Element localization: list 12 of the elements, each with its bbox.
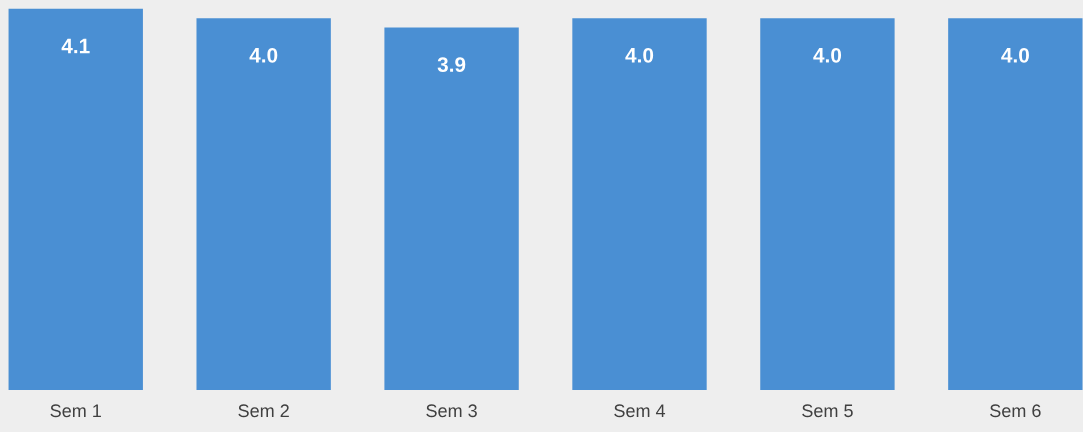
x-tick-label: Sem 3 bbox=[426, 404, 477, 418]
x-tick-label: Sem 4 bbox=[614, 404, 666, 418]
data-label: 4.0 bbox=[625, 47, 654, 63]
x-tick-label: Sem 6 bbox=[990, 404, 1041, 418]
x-tick-label: Sem 1 bbox=[50, 404, 101, 418]
data-label: 4.0 bbox=[249, 47, 278, 63]
data-label: 3.9 bbox=[437, 57, 466, 72]
x-tick-label: Sem 5 bbox=[802, 404, 853, 418]
data-label: 4.1 bbox=[61, 38, 90, 54]
data-label: 4.0 bbox=[813, 47, 842, 63]
x-tick-label: Sem 2 bbox=[238, 404, 289, 418]
data-label: 4.0 bbox=[1001, 47, 1029, 63]
